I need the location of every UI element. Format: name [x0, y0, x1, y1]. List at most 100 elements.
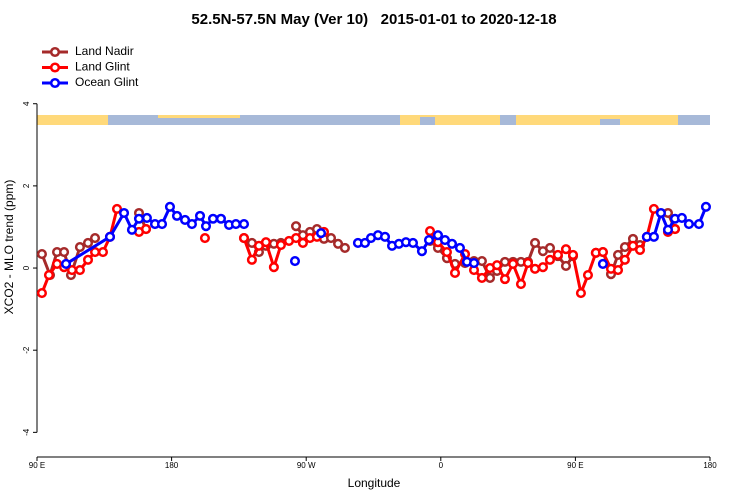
- data-point: [59, 246, 70, 258]
- data-point: [499, 256, 511, 267]
- data-point: [126, 224, 138, 235]
- data-point: [693, 219, 704, 230]
- data-point: [141, 212, 152, 223]
- data-point: [140, 223, 152, 235]
- data-point: [544, 254, 556, 265]
- data-point: [446, 238, 458, 249]
- data-point: [43, 269, 55, 281]
- y-tick-label: 2: [22, 183, 31, 188]
- data-point: [246, 254, 257, 265]
- data-point: [648, 231, 659, 242]
- data-point: [260, 237, 272, 248]
- data-point: [560, 260, 572, 272]
- data-point: [597, 246, 608, 258]
- x-axis-label: Longitude: [348, 476, 401, 490]
- data-point: [379, 231, 391, 242]
- data-point: [339, 242, 350, 253]
- data-point: [194, 210, 206, 221]
- data-point: [74, 242, 85, 253]
- legend-label: Ocean Glint: [75, 75, 139, 89]
- data-point: [333, 238, 344, 249]
- data-point: [700, 201, 712, 212]
- x-tick-label: 90 W: [297, 461, 316, 470]
- y-tick-label: 4: [22, 101, 31, 106]
- data-point: [290, 233, 302, 244]
- data-point: [359, 237, 371, 249]
- data-point: [582, 269, 594, 281]
- data-point: [683, 219, 694, 230]
- y-tick-label: -2: [22, 346, 31, 354]
- data-point: [104, 231, 116, 242]
- data-point: [560, 244, 572, 255]
- data-point: [522, 258, 534, 269]
- data-point: [89, 233, 101, 244]
- data-point: [612, 265, 624, 276]
- x-tick-label: 180: [703, 461, 717, 470]
- data-point: [199, 233, 211, 244]
- data-point: [268, 262, 279, 273]
- legend-label: Land Glint: [75, 60, 130, 74]
- data-point: [60, 258, 72, 269]
- legend-marker: [49, 62, 61, 73]
- data-point: [230, 219, 241, 230]
- data-point: [552, 249, 563, 260]
- data-point: [627, 240, 639, 251]
- data-point: [325, 233, 337, 244]
- x-tick-label: 90 E: [29, 461, 45, 470]
- data-point: [537, 262, 548, 273]
- data-point: [97, 246, 109, 258]
- data-point: [207, 213, 219, 224]
- data-point: [171, 210, 183, 221]
- data-point: [529, 237, 541, 249]
- data-point: [111, 203, 123, 214]
- data-point: [82, 237, 94, 249]
- data-point: [484, 272, 496, 283]
- data-point: [454, 242, 465, 253]
- x-tick-label: 180: [165, 461, 179, 470]
- x-tick-label: 90 E: [567, 461, 583, 470]
- data-point: [476, 272, 487, 283]
- data-point: [544, 242, 556, 253]
- data-point: [476, 256, 487, 267]
- data-point: [290, 221, 302, 232]
- data-point: [423, 235, 435, 246]
- data-point: [289, 256, 301, 267]
- legend-marker: [49, 77, 61, 89]
- data-point: [238, 219, 250, 230]
- data-point: [297, 237, 308, 249]
- data-point: [275, 239, 286, 251]
- data-point: [676, 212, 687, 223]
- data-point: [407, 237, 419, 249]
- data-point: [74, 265, 85, 276]
- legend-marker: [49, 46, 61, 58]
- data-point: [215, 213, 227, 224]
- data-point: [648, 203, 659, 214]
- data-point: [133, 213, 145, 224]
- data-point: [36, 288, 47, 299]
- data-point: [156, 219, 168, 230]
- data-point: [515, 279, 527, 290]
- data-point: [575, 288, 586, 299]
- data-point: [597, 258, 608, 269]
- data-point: [200, 221, 212, 232]
- data-point: [416, 246, 428, 257]
- x-tick-label: 0: [439, 461, 444, 470]
- data-point: [529, 263, 541, 274]
- data-point: [164, 201, 176, 212]
- data-point: [634, 244, 646, 256]
- data-point: [499, 274, 511, 285]
- chart-title: 52.5N-57.5N May (Ver 10) 2015-01-01 to 2…: [191, 11, 556, 28]
- data-point: [655, 207, 666, 219]
- data-point: [662, 224, 674, 235]
- map-strip: [37, 115, 710, 125]
- y-tick-label: 0: [22, 265, 31, 270]
- data-point: [612, 249, 624, 260]
- data-point: [36, 249, 47, 260]
- data-point: [424, 226, 436, 237]
- data-point: [619, 254, 630, 265]
- data-point: [186, 219, 197, 230]
- data-point: [238, 233, 250, 244]
- data-point: [82, 254, 94, 265]
